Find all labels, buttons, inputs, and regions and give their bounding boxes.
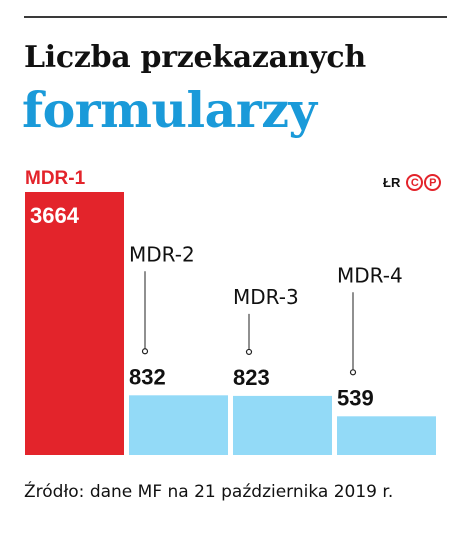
value-label: 823	[233, 365, 270, 390]
source-note: Źródło: dane MF na 21 października 2019 …	[24, 482, 394, 502]
bar-mdr-1	[25, 192, 124, 455]
category-label: MDR-1	[25, 168, 86, 189]
category-label: MDR-3	[233, 285, 299, 309]
category-label: MDR-2	[129, 242, 195, 266]
top-rule	[24, 16, 447, 18]
bar-mdr-3	[233, 395, 332, 455]
value-label: 832	[129, 364, 166, 389]
leader-dot	[245, 348, 253, 356]
leader-dot	[349, 369, 357, 376]
logo-letter-p: P	[424, 174, 442, 191]
chart-title-accent: formularzy	[22, 81, 317, 139]
bar-mdr-4	[337, 416, 436, 455]
value-label: 539	[337, 385, 374, 410]
cp-logo-icon: C P	[406, 174, 442, 191]
chart-title: Liczba przekazanych	[24, 40, 366, 75]
value-label: 3664	[30, 203, 80, 228]
logo-letter-c: C	[406, 174, 424, 191]
bar-mdr-2	[129, 395, 228, 455]
credit: ŁR C P	[383, 174, 442, 191]
author-initials: ŁR	[383, 175, 401, 190]
category-label: MDR-4	[337, 263, 403, 287]
leader-dot	[141, 348, 149, 355]
